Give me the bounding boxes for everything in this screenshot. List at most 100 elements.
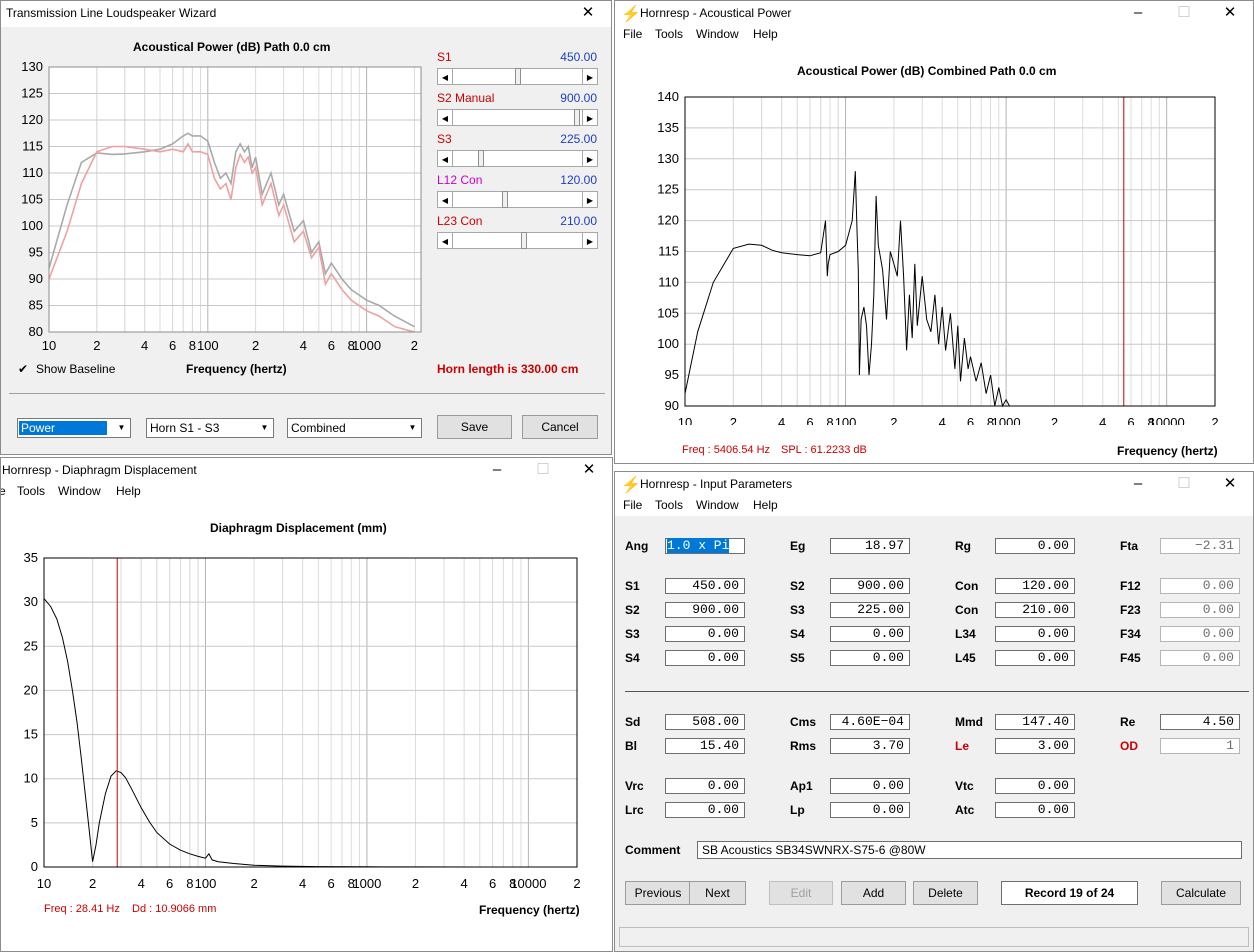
param-slider[interactable]: ◀ ▶ [437,109,598,126]
param-field[interactable]: 0.00 [995,778,1075,794]
calculate-button[interactable]: Calculate [1161,881,1241,905]
param-slider[interactable]: ◀ ▶ [437,150,598,167]
menu-window[interactable]: Window [58,484,101,498]
type-select[interactable]: Power ▼ [17,418,131,438]
param-field[interactable]: 0.00 [830,626,910,642]
param-field[interactable]: 4.60E−04 [830,714,910,730]
close-icon[interactable]: ✕ [581,4,595,21]
param-field[interactable]: 0.00 [830,778,910,794]
arrow-right-icon[interactable]: ▶ [582,150,598,167]
next-button[interactable]: Next [689,881,746,905]
menu-help[interactable]: Help [753,27,778,41]
param-field[interactable]: 18.97 [830,538,910,554]
disp-titlebar[interactable]: Hornresp - Diaphragm Displacement – ☐ ✕ [1,458,612,484]
minimize-icon[interactable]: – [1133,475,1143,492]
y-tick-label: 35 [24,550,38,565]
show-baseline-checkbox[interactable]: ✔ Show Baseline [18,362,115,376]
close-icon[interactable]: ✕ [1223,4,1237,21]
menu-tools[interactable]: Tools [17,484,46,498]
param-field[interactable]: 0.00 [665,778,745,794]
x-tick-label: 2 [93,338,100,353]
param-field[interactable]: 0.00 [830,650,910,666]
param-field[interactable]: 0.00 [995,650,1075,666]
slider-thumb[interactable] [502,191,509,208]
param-field[interactable]: 0.00 [665,802,745,818]
menu-tools[interactable]: Tools [655,27,684,41]
close-icon[interactable]: ✕ [1223,475,1237,492]
param-slider[interactable]: ◀ ▶ [437,68,598,85]
menu-file[interactable]: File [623,27,643,41]
arrow-left-icon[interactable]: ◀ [437,191,453,208]
slider-thumb[interactable] [477,150,484,167]
arrow-left-icon[interactable]: ◀ [437,232,453,249]
horn-select[interactable]: Horn S1 - S3 ▼ [146,418,274,438]
param-field[interactable]: 225.00 [830,602,910,618]
slider-thumb[interactable] [514,68,521,85]
param-field[interactable]: 0.00 [995,538,1075,554]
param-field[interactable]: 900.00 [665,602,745,618]
power-titlebar[interactable]: ⚡ Hornresp - Acoustical Power – ☐ ✕ [615,1,1253,27]
delete-button[interactable]: Delete [913,881,978,905]
arrow-left-icon[interactable]: ◀ [437,109,453,126]
param-field[interactable]: 4.50 [1160,714,1240,730]
arrow-left-icon[interactable]: ◀ [437,68,453,85]
param-field[interactable]: 900.00 [830,578,910,594]
menu-file[interactable]: e [1,484,6,498]
y-tick-label: 80 [29,324,43,339]
param-field[interactable]: 508.00 [665,714,745,730]
cancel-button[interactable]: Cancel [522,415,598,439]
power-title: Hornresp - Acoustical Power [640,6,792,20]
y-tick-label: 120 [21,112,43,127]
menu-file[interactable]: File [623,498,643,512]
freq-readout: Freq : 28.41 Hz [44,903,120,915]
lightning-icon: ⚡ [621,6,641,23]
add-button[interactable]: Add [841,881,906,905]
menu-help[interactable]: Help [116,484,141,498]
param-slider[interactable]: ◀ ▶ [437,232,598,249]
minimize-icon[interactable]: – [492,461,502,478]
arrow-right-icon[interactable]: ▶ [582,232,598,249]
param-field[interactable]: 0.00 [995,802,1075,818]
menu-window[interactable]: Window [696,498,739,512]
param-field: 0.00 [1160,650,1240,666]
arrow-left-icon[interactable]: ◀ [437,150,453,167]
save-button[interactable]: Save [437,415,512,439]
param-field[interactable]: 3.00 [995,738,1075,754]
param-field[interactable]: 147.40 [995,714,1075,730]
param-field[interactable]: 210.00 [995,602,1075,618]
wizard-titlebar[interactable]: Transmission Line Loudspeaker Wizard ✕ [1,1,611,27]
slider-thumb[interactable] [520,232,527,249]
menu-window[interactable]: Window [696,27,739,41]
param-field[interactable]: 0.00 [665,626,745,642]
param-field[interactable]: 3.70 [830,738,910,754]
slider-fill-right [526,233,582,248]
comment-field[interactable]: SB Acoustics SB34SWNRX-S75-6 @80W [697,841,1242,859]
param-field[interactable]: 120.00 [995,578,1075,594]
mode-select[interactable]: Combined ▼ [287,418,422,438]
minimize-icon[interactable]: – [1133,4,1143,21]
param-label: Rms [790,739,817,753]
param-slider[interactable]: ◀ ▶ [437,191,598,208]
param-field[interactable]: 0.00 [995,626,1075,642]
arrow-right-icon[interactable]: ▶ [582,68,598,85]
previous-button[interactable]: Previous [625,881,691,905]
horn-select-value: Horn S1 - S3 [150,421,220,435]
slider-fill-right [483,151,582,166]
param-field[interactable]: 450.00 [665,578,745,594]
param-field[interactable]: 0.00 [830,802,910,818]
arrow-right-icon[interactable]: ▶ [582,191,598,208]
param-label: S2 [790,579,805,593]
menu-tools[interactable]: Tools [655,498,684,512]
param-field[interactable]: 0.00 [665,650,745,666]
close-icon[interactable]: ✕ [582,461,596,478]
param-field[interactable]: 1.0 x Pi [665,538,745,554]
menu-help[interactable]: Help [753,498,778,512]
arrow-right-icon[interactable]: ▶ [582,109,598,126]
slider-thumb[interactable] [573,109,580,126]
param-field[interactable]: 15.40 [665,738,745,754]
input-window: ⚡ Hornresp - Input Parameters – ☐ ✕ File… [614,471,1254,952]
param-label: Bl [625,739,637,753]
input-titlebar[interactable]: ⚡ Hornresp - Input Parameters – ☐ ✕ [615,472,1253,498]
